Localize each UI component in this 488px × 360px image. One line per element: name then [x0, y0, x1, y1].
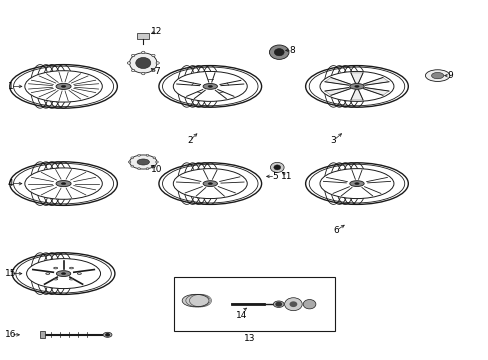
Circle shape: [105, 333, 110, 337]
Circle shape: [289, 301, 297, 307]
Circle shape: [136, 58, 150, 68]
Text: 3: 3: [330, 136, 336, 145]
Circle shape: [273, 165, 280, 170]
Bar: [173, 277, 334, 331]
Ellipse shape: [425, 70, 449, 81]
Text: 9: 9: [446, 71, 452, 80]
Ellipse shape: [54, 278, 58, 280]
Text: 6: 6: [333, 226, 339, 235]
Ellipse shape: [430, 72, 443, 79]
Ellipse shape: [354, 86, 358, 87]
Text: 7: 7: [154, 68, 160, 77]
Circle shape: [155, 161, 158, 163]
Text: 5: 5: [272, 172, 278, 181]
Circle shape: [131, 69, 135, 72]
Circle shape: [146, 168, 148, 170]
Polygon shape: [350, 73, 362, 83]
Ellipse shape: [273, 301, 284, 307]
Circle shape: [131, 165, 133, 167]
Text: 15: 15: [5, 269, 17, 278]
Ellipse shape: [173, 168, 247, 199]
Circle shape: [274, 49, 284, 56]
Ellipse shape: [54, 267, 58, 269]
Ellipse shape: [182, 294, 208, 307]
Circle shape: [138, 154, 140, 156]
Circle shape: [284, 298, 302, 311]
Circle shape: [156, 62, 159, 64]
Text: 1: 1: [8, 82, 14, 91]
Ellipse shape: [319, 168, 393, 199]
Circle shape: [142, 51, 144, 54]
Circle shape: [129, 53, 157, 73]
Polygon shape: [363, 87, 388, 95]
Ellipse shape: [208, 86, 212, 87]
Ellipse shape: [56, 84, 71, 89]
Circle shape: [131, 157, 133, 159]
Text: 12: 12: [151, 27, 163, 36]
Circle shape: [131, 54, 135, 57]
Polygon shape: [325, 77, 350, 85]
Circle shape: [153, 157, 155, 159]
Text: 14: 14: [236, 310, 247, 320]
Text: 16: 16: [5, 330, 17, 339]
Ellipse shape: [354, 183, 358, 184]
Polygon shape: [363, 77, 388, 85]
Ellipse shape: [137, 159, 149, 165]
Circle shape: [127, 62, 130, 64]
Circle shape: [275, 302, 282, 307]
Circle shape: [151, 54, 155, 57]
Ellipse shape: [129, 155, 157, 169]
Circle shape: [138, 168, 140, 170]
Bar: [40, 331, 45, 338]
Ellipse shape: [349, 84, 364, 89]
Circle shape: [269, 45, 288, 59]
Ellipse shape: [77, 273, 81, 274]
Ellipse shape: [26, 258, 101, 289]
Ellipse shape: [56, 271, 71, 276]
Ellipse shape: [203, 181, 217, 186]
Polygon shape: [350, 90, 362, 100]
Ellipse shape: [208, 183, 212, 184]
Circle shape: [303, 300, 315, 309]
Text: 2: 2: [186, 136, 192, 145]
Text: 4: 4: [8, 179, 14, 188]
Circle shape: [151, 69, 155, 72]
Circle shape: [128, 161, 131, 163]
Text: 13: 13: [243, 334, 255, 343]
Bar: [137, 33, 149, 39]
Ellipse shape: [173, 71, 247, 102]
Text: 10: 10: [151, 165, 163, 174]
Ellipse shape: [61, 85, 66, 87]
Ellipse shape: [56, 181, 71, 186]
Ellipse shape: [69, 278, 73, 280]
Ellipse shape: [25, 168, 102, 199]
Circle shape: [142, 72, 144, 75]
Text: 11: 11: [281, 172, 292, 181]
Ellipse shape: [319, 71, 393, 102]
Circle shape: [153, 165, 155, 167]
Circle shape: [270, 162, 284, 172]
Ellipse shape: [203, 84, 217, 89]
Ellipse shape: [103, 332, 112, 337]
Polygon shape: [325, 87, 350, 95]
Ellipse shape: [349, 181, 364, 186]
Circle shape: [146, 154, 148, 156]
Ellipse shape: [25, 71, 102, 102]
Ellipse shape: [61, 183, 66, 185]
Ellipse shape: [61, 273, 65, 274]
Ellipse shape: [46, 273, 50, 274]
Text: 8: 8: [288, 46, 294, 55]
Ellipse shape: [69, 267, 73, 269]
